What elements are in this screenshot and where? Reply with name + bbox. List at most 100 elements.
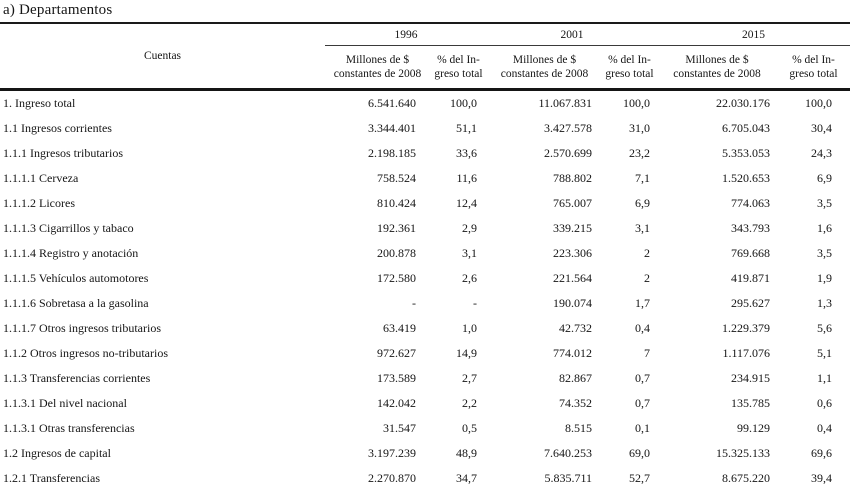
value-1996-cell: 192.361 — [377, 221, 416, 235]
table-row: 1.1.3.1 Del nivel nacional 142.042 2,2 74.3… — [0, 391, 850, 416]
pct-2001-cell: 2 — [644, 271, 650, 285]
pct-2001-cell: 69,0 — [629, 446, 650, 460]
value-2001-cell: 82.867 — [559, 371, 592, 385]
value-2001-cell: 2.570.699 — [544, 146, 592, 160]
value-2015-cell: 99.129 — [737, 421, 770, 435]
value-subheader-line1: Millones de $ — [685, 54, 749, 66]
cuentas-column-header: Cuentas — [0, 24, 325, 91]
pct-2001-cell: 3,1 — [635, 221, 650, 235]
cuenta-cell: 1.1.1.4 Registro y anotación — [3, 246, 139, 260]
pct-2001-cell: 100,0 — [623, 96, 650, 110]
pct-2015-cell: 0,4 — [817, 421, 832, 435]
value-1996-cell: 2.198.185 — [368, 146, 416, 160]
pct-1996-cell: 100,0 — [450, 96, 477, 110]
value-2001-cell: 11.067.831 — [538, 96, 592, 110]
pct-1996-cell: 48,9 — [456, 446, 477, 460]
pct-2015-cell: 5,1 — [817, 346, 832, 360]
table-row: 1.1.1.6 Sobretasa a la gasolina - - 190.074… — [0, 291, 850, 316]
pct-2015-cell: 6,9 — [817, 171, 832, 185]
value-2001-cell: 7.640.253 — [544, 446, 592, 460]
table-row: 1.1.1.7 Otros ingresos tributarios 63.419… — [0, 316, 850, 341]
value-2015-cell: 5.353.053 — [722, 146, 770, 160]
cuenta-cell: 1.2.1 Transferencias — [3, 471, 100, 485]
year-header-2015: 2015 — [657, 24, 850, 46]
pct-2015-cell: 5,6 — [817, 321, 832, 335]
subheader-row: Millones de $ constantes de 2008 % del I… — [0, 45, 850, 91]
pct-1996-cell: - — [473, 296, 477, 310]
value-1996-cell: 3.344.401 — [368, 121, 416, 135]
value-2001-cell: 774.012 — [553, 346, 592, 360]
cuenta-cell: 1.1.1.3 Cigarrillos y tabaco — [3, 221, 134, 235]
table-row: 1. Ingreso total 6.541.640 100,0 11.067.831… — [0, 90, 850, 117]
cuenta-cell: 1.1.1 Ingresos tributarios — [3, 146, 123, 160]
page-title: a) Departamentos — [0, 0, 850, 24]
value-subheader-line2: constantes de 2008 — [333, 68, 422, 80]
pct-subheader-line2: greso total — [605, 68, 654, 80]
table-row: 1.1.3 Transferencias corrientes 173.589 2,… — [0, 366, 850, 391]
cuenta-cell: 1.1.1.7 Otros ingresos tributarios — [3, 321, 161, 335]
value-2015-cell: 135.785 — [731, 396, 770, 410]
pct-subheader-2001: % del In- greso total — [602, 45, 657, 91]
table-row: 1.1.1.4 Registro y anotación 200.878 3,1 22… — [0, 241, 850, 266]
value-1996-cell: - — [412, 296, 416, 310]
value-2015-cell: 1.520.653 — [722, 171, 770, 185]
pct-1996-cell: 2,6 — [462, 271, 477, 285]
pct-subheader-1996: % del In- greso total — [430, 45, 487, 91]
cuenta-cell: 1.1.3.1 Del nivel nacional — [3, 396, 127, 410]
cuenta-cell: 1.1.1.2 Licores — [3, 196, 75, 210]
pct-1996-cell: 2,2 — [462, 396, 477, 410]
value-1996-cell: 173.589 — [377, 371, 416, 385]
pct-1996-cell: 0,5 — [462, 421, 477, 435]
value-2001-cell: 3.427.578 — [544, 121, 592, 135]
pct-2015-cell: 100,0 — [805, 96, 832, 110]
value-2001-cell: 190.074 — [553, 296, 592, 310]
pct-2001-cell: 2 — [644, 246, 650, 260]
pct-2015-cell: 1,9 — [817, 271, 832, 285]
table-row: 1.1.1.3 Cigarrillos y tabaco 192.361 2,9 33… — [0, 216, 850, 241]
pct-subheader-line1: % del In- — [792, 54, 835, 66]
departamentos-table: Cuentas 1996 2001 2015 Millones de $ con… — [0, 24, 850, 489]
value-2015-cell: 6.705.043 — [722, 121, 770, 135]
cuenta-cell: 1.1.1.6 Sobretasa a la gasolina — [3, 296, 149, 310]
pct-subheader-2015: % del In- greso total — [777, 45, 850, 91]
cuenta-cell: 1.1.3.1 Otras transferencias — [3, 421, 135, 435]
pct-2015-cell: 3,5 — [817, 196, 832, 210]
value-2001-cell: 221.564 — [553, 271, 592, 285]
pct-2001-cell: 0,7 — [635, 396, 650, 410]
pct-2015-cell: 3,5 — [817, 246, 832, 260]
pct-2015-cell: 39,4 — [811, 471, 832, 485]
table-row: 1.1.2 Otros ingresos no-tributarios 972.6… — [0, 341, 850, 366]
cuenta-cell: 1.1.1.5 Vehículos automotores — [3, 271, 149, 285]
table-row: 1.1.1 Ingresos tributarios 2.198.185 33,6 2… — [0, 141, 850, 166]
value-subheader-line1: Millones de $ — [345, 54, 410, 66]
value-1996-cell: 31.547 — [383, 421, 416, 435]
pct-subheader-line1: % del In- — [608, 54, 651, 66]
pct-1996-cell: 51,1 — [456, 121, 477, 135]
pct-1996-cell: 34,7 — [456, 471, 477, 485]
pct-2001-cell: 7,1 — [635, 171, 650, 185]
pct-2015-cell: 1,6 — [817, 221, 832, 235]
pct-subheader-line1: % del In- — [437, 54, 480, 66]
value-2001-cell: 74.352 — [559, 396, 592, 410]
value-2001-cell: 223.306 — [553, 246, 592, 260]
value-1996-cell: 6.541.640 — [368, 96, 416, 110]
value-1996-cell: 200.878 — [377, 246, 416, 260]
value-2015-cell: 774.063 — [731, 196, 770, 210]
value-2001-cell: 42.732 — [559, 321, 592, 335]
value-2015-cell: 234.915 — [731, 371, 770, 385]
pct-subheader-line2: greso total — [789, 68, 838, 80]
value-2015-cell: 22.030.176 — [716, 96, 770, 110]
cuenta-cell: 1.1 Ingresos corrientes — [3, 121, 112, 135]
cuenta-cell: 1. Ingreso total — [3, 96, 76, 110]
pct-1996-cell: 3,1 — [462, 246, 477, 260]
value-subheader-2001: Millones de $ constantes de 2008 — [487, 45, 602, 91]
table-row: 1.2 Ingresos de capital 3.197.239 48,9 7.64… — [0, 441, 850, 466]
pct-1996-cell: 1,0 — [462, 321, 477, 335]
value-1996-cell: 3.197.239 — [368, 446, 416, 460]
value-1996-cell: 758.524 — [377, 171, 416, 185]
value-1996-cell: 63.419 — [383, 321, 416, 335]
pct-2015-cell: 24,3 — [811, 146, 832, 160]
value-1996-cell: 172.580 — [377, 271, 416, 285]
pct-1996-cell: 33,6 — [456, 146, 477, 160]
